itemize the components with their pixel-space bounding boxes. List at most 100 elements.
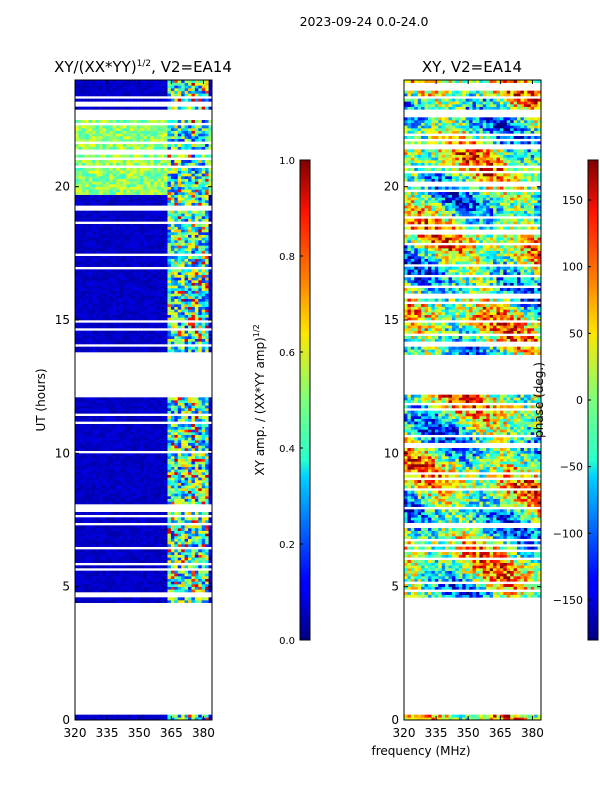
heatmap-cell [126,597,131,601]
heatmap-cell [143,264,148,267]
heatmap-cell [85,429,90,433]
heatmap-cell [205,445,209,449]
heatmap-cell [157,533,162,537]
heatmap-cell [126,200,131,203]
heatmap-cell [174,256,179,259]
heatmap-cell [174,554,179,558]
heatmap-cell [188,288,192,291]
heatmap-cell [153,600,158,603]
heatmap-cell [205,434,209,438]
heatmap-cell [140,557,144,561]
heatmap-cell [88,408,93,411]
heatmap-cell [153,490,158,494]
heatmap-cell [181,538,185,542]
heatmap-cell [112,589,117,593]
heatmap-cell [119,237,124,241]
heatmap-cell [92,578,96,582]
heatmap-cell [112,600,117,603]
heatmap-cell [122,346,127,350]
heatmap-cell [133,242,138,246]
heatmap-cell [122,573,127,577]
heatmap-cell [116,458,120,462]
heatmap-cell [160,314,165,318]
heatmap-cell [160,714,165,718]
heatmap-cell [157,418,162,422]
heatmap-cell [102,322,107,326]
heatmap-cell [109,474,114,478]
heatmap-cell [167,314,172,318]
heatmap-cell [181,477,185,481]
heatmap-cell [160,218,165,222]
heatmap-cell [167,234,172,238]
heatmap-cell [157,216,162,219]
heatmap-cell [205,280,209,283]
heatmap-cell [81,277,86,281]
heatmap-cell [122,586,127,590]
heatmap-cell [201,210,206,214]
heatmap-cell [78,488,83,491]
heatmap-cell [184,248,189,251]
heatmap-cell [136,197,141,201]
heatmap-cell [95,282,100,286]
heatmap-cell [136,181,141,185]
heatmap-cell [122,237,127,241]
heatmap-cell [157,285,162,289]
heatmap-cell [116,325,120,329]
heatmap-cell [78,290,83,294]
heatmap-cell [143,282,148,286]
heatmap-cell [167,293,172,297]
heatmap-cell [95,248,100,251]
heatmap-cell [140,448,144,451]
heatmap-cell [98,298,103,302]
heatmap-cell [198,338,203,342]
heatmap-cell [122,453,127,457]
heatmap-cell [191,298,196,302]
heatmap-cell [88,488,93,491]
heatmap-cell [105,306,110,310]
heatmap-cell [177,517,182,521]
heatmap-cell [170,330,175,334]
heatmap-cell [184,306,189,310]
heatmap-cell [105,240,110,243]
heatmap-cell [150,586,155,590]
heatmap-cell [122,501,127,505]
heatmap-cell [157,714,162,718]
heatmap-cell [143,202,148,206]
heatmap-cell [133,178,138,182]
heatmap-cell [81,490,86,494]
heatmap-cell [188,440,192,443]
heatmap-cell [116,402,120,406]
heatmap-cell [208,405,213,409]
heatmap-cell [201,573,206,577]
heatmap-cell [170,280,175,283]
heatmap-cell [181,469,185,473]
heatmap-cell [208,304,213,307]
heatmap-cell [140,301,144,305]
heatmap-cell [119,197,124,201]
heatmap-cell [177,480,182,483]
heatmap-cell [164,400,168,403]
heatmap-cell [129,245,134,249]
heatmap-cell [95,405,100,409]
heatmap-cell [167,181,172,185]
heatmap-cell [174,437,179,441]
heatmap-cell [95,234,100,238]
heatmap-cell [143,442,148,446]
heatmap-cell [85,250,90,254]
heatmap-cell [85,541,90,545]
heatmap-cell [109,480,114,483]
heatmap-cell [143,306,148,310]
heatmap-cell [102,288,107,291]
heatmap-cell [153,213,158,217]
heatmap-cell [81,517,86,521]
heatmap-cell [164,336,168,339]
heatmap-cell [85,322,90,326]
heatmap-cell [119,336,124,339]
heatmap-cell [92,576,96,579]
heatmap-cell [78,552,83,555]
heatmap-cell [184,496,189,499]
heatmap-cell [143,346,148,350]
heatmap-cell [92,272,96,275]
heatmap-cell [75,525,79,529]
heatmap-cell [78,285,83,289]
